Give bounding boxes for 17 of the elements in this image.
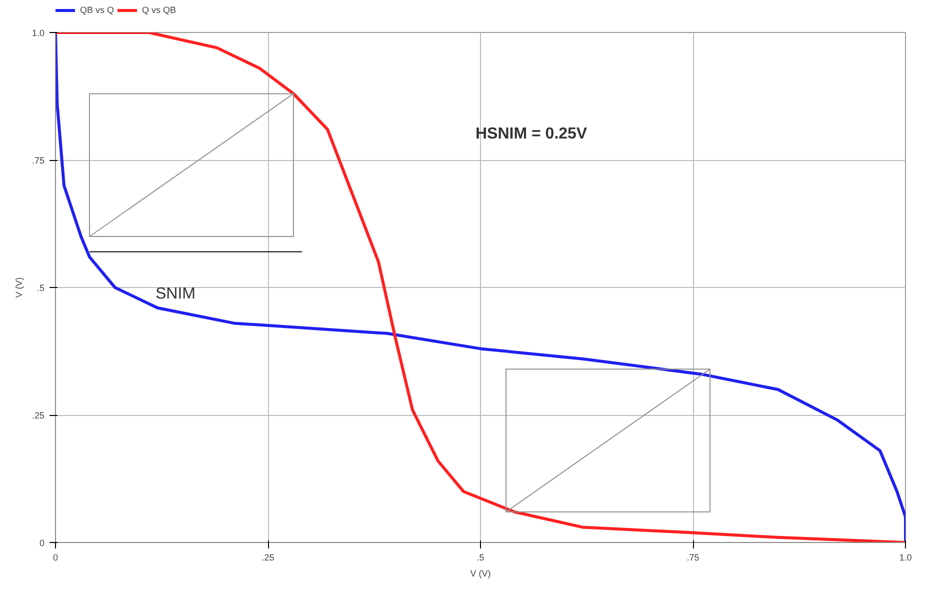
y-tick-label: 0 (39, 538, 45, 548)
y-tick-label: 1.0 (32, 28, 45, 38)
annotation: SNIM (156, 286, 196, 302)
x-tick-label: 0 (52, 552, 58, 562)
annotation: HSNIM = 0.25V (476, 126, 588, 142)
x-tick-label: .75 (686, 552, 700, 562)
x-axis-title: V (V) (470, 568, 491, 578)
x-tick-label: .25 (262, 552, 274, 562)
x-tick-label: .5 (476, 552, 484, 562)
y-tick-label: .25 (32, 410, 45, 420)
y-tick-label: .75 (32, 156, 45, 166)
x-tick-label: 1.0 (899, 552, 912, 562)
legend-label: Q vs QB (142, 5, 176, 15)
y-axis-title: V (V) (14, 277, 24, 298)
line-series (56, 32, 906, 542)
y-tick-label: .5 (36, 283, 45, 293)
legend-label: QB vs Q (80, 5, 114, 15)
